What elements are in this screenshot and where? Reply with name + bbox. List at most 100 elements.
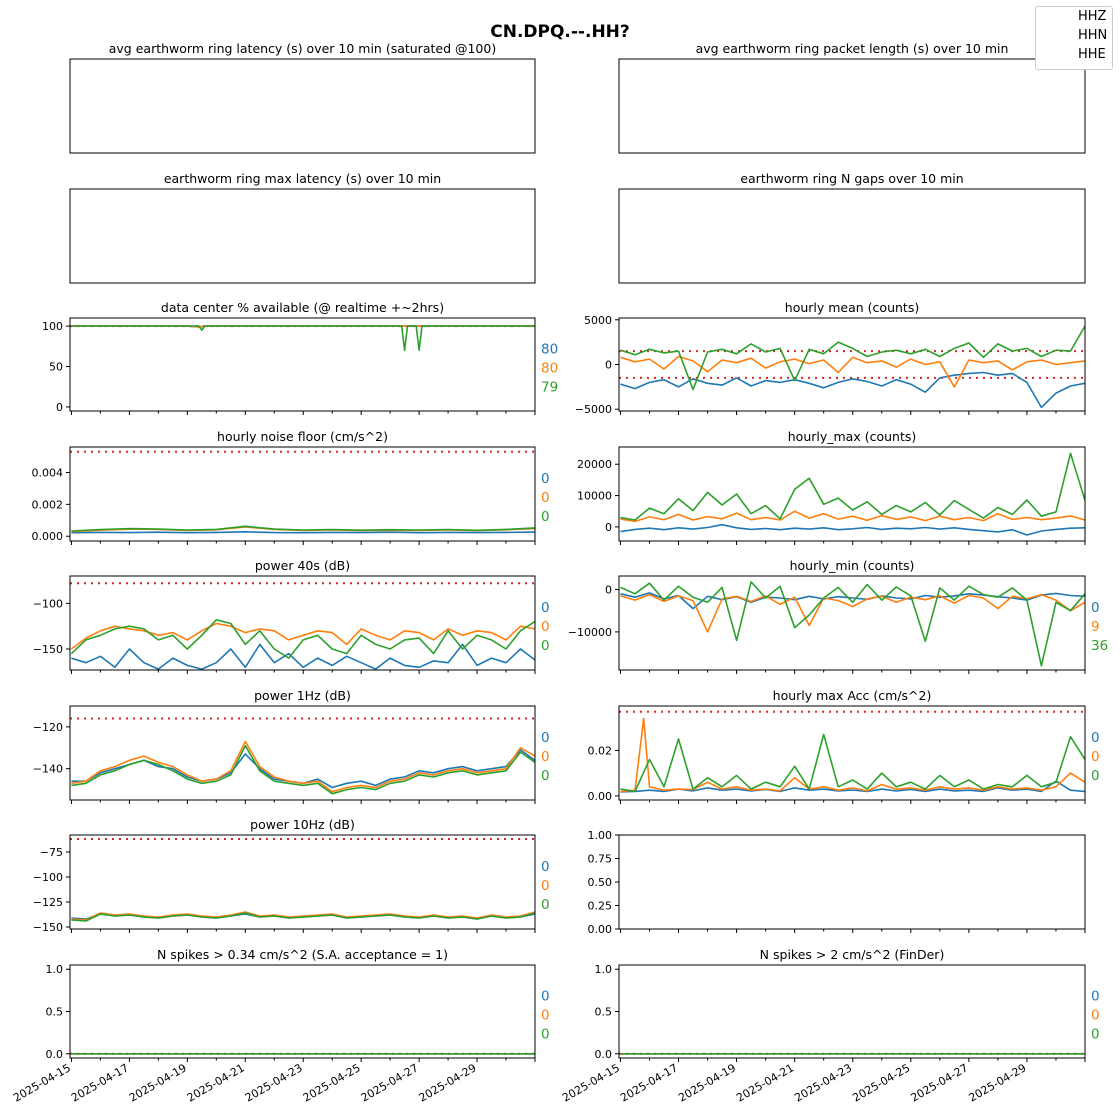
panel-min: hourly_min (counts) −10000 0 0 9 36 xyxy=(568,558,1108,674)
count-hhe: 0 xyxy=(541,897,550,913)
count-hhz: 0 xyxy=(1091,989,1100,1005)
legend-entry-hhn: HHN xyxy=(1078,28,1108,43)
series-line-hhn xyxy=(70,622,535,650)
panel-title: hourly max Acc (cm/s^2) xyxy=(773,688,932,703)
count-hhz: 0 xyxy=(541,471,550,487)
y-tick-label: −10000 xyxy=(568,626,612,639)
series-line-hhe xyxy=(71,325,535,352)
series-line-hhz xyxy=(71,643,535,670)
series-line-hhn xyxy=(71,740,535,793)
series-group xyxy=(71,911,535,922)
count-hhz: 0 xyxy=(1091,600,1100,616)
axes-frame xyxy=(69,705,536,801)
legend-entry-hhz: HHZ xyxy=(1078,9,1107,24)
series-line-hhn xyxy=(620,355,1085,388)
series-line-hhe xyxy=(620,581,1085,667)
axes-frame xyxy=(618,188,1086,284)
series-group xyxy=(620,452,1085,536)
count-hhn: 80 xyxy=(541,361,558,377)
x-tick-label: 2025-04-19 xyxy=(676,1061,738,1104)
y-tick-label: 0 xyxy=(605,521,612,534)
y-tick-label: 0.75 xyxy=(588,853,613,866)
panel-spk2: N spikes > 2 cm/s^2 (FinDer) 0.0 0.5 1.0 202… xyxy=(560,947,1100,1105)
axes-frame xyxy=(69,446,536,542)
count-hhe: 0 xyxy=(541,509,550,525)
panel-avail: data center % available (@ realtime +~2h… xyxy=(42,300,558,415)
y-tick-label: −125 xyxy=(33,896,63,909)
panel-max: hourly_max (counts) 0 10000 20000 xyxy=(577,429,1086,545)
axes-frame xyxy=(69,188,536,284)
series-group xyxy=(71,325,535,352)
y-tick-label: 0.0 xyxy=(595,1048,613,1061)
legend-entry-hhe: HHE xyxy=(1078,47,1106,62)
panel-title: earthworm ring max latency (s) over 10 m… xyxy=(164,171,441,186)
series-line-hhz xyxy=(620,371,1085,409)
y-tick-label: 20000 xyxy=(577,458,612,471)
legend: HHZ HHN HHE xyxy=(1035,6,1113,70)
count-hhn: 0 xyxy=(1091,749,1100,765)
panel-mean: hourly mean (counts) −5000 0 5000 xyxy=(575,300,1086,416)
series-group xyxy=(71,740,535,795)
panel-p40: power 40s (dB) −150 −100 0 0 0 xyxy=(33,558,550,674)
y-tick-label: 0.5 xyxy=(595,1006,613,1019)
x-tick-label: 2025-04-25 xyxy=(301,1061,363,1104)
x-tick-label: 2025-04-17 xyxy=(69,1061,131,1104)
panel-maxlat: earthworm ring max latency (s) over 10 m… xyxy=(69,171,536,284)
y-tick-label: 0 xyxy=(605,359,612,372)
y-tick-label: −120 xyxy=(33,721,63,734)
panel-title: data center % available (@ realtime +~2h… xyxy=(161,300,444,315)
y-tick-label: 0 xyxy=(56,401,63,414)
panel-title: hourly noise floor (cm/s^2) xyxy=(217,429,388,444)
panel-blank: 0.00 0.25 0.50 0.75 1.00 xyxy=(588,829,1086,936)
y-tick-label: −75 xyxy=(40,846,63,859)
count-hhz: 0 xyxy=(541,600,550,616)
panel-title: power 1Hz (dB) xyxy=(254,688,351,703)
count-hhn: 0 xyxy=(541,1008,550,1024)
x-tick-label: 2025-04-25 xyxy=(850,1061,912,1104)
x-tick-label: 2025-04-27 xyxy=(908,1061,970,1104)
panel-ngaps: earthworm ring N gaps over 10 min xyxy=(618,171,1086,284)
panel-title: hourly_min (counts) xyxy=(790,558,915,573)
panel-title: earthworm ring N gaps over 10 min xyxy=(740,171,963,186)
series-line-hhz xyxy=(620,780,1085,793)
panel-acc: hourly max Acc (cm/s^2) 0.00 0.02 0 0 0 xyxy=(588,688,1100,804)
series-line-hhz xyxy=(71,530,535,534)
count-hhn: 0 xyxy=(541,878,550,894)
panel-p1: power 1Hz (dB) −140 −120 0 0 0 xyxy=(33,688,550,804)
count-hhe: 36 xyxy=(1091,638,1108,654)
series-line-hhe xyxy=(71,525,535,532)
series-line-hhe xyxy=(620,325,1085,391)
count-hhe: 79 xyxy=(541,380,558,396)
series-line-hhe xyxy=(70,618,535,659)
series-line-hhe xyxy=(620,733,1085,793)
x-tick-label: 2025-04-21 xyxy=(185,1061,247,1104)
y-tick-label: 0.004 xyxy=(32,466,64,479)
panel-packet: avg earthworm ring packet length (s) ove… xyxy=(618,41,1086,154)
series-line-hhe xyxy=(71,912,535,922)
x-tick-label: 2025-04-15 xyxy=(560,1061,622,1104)
panel-title: avg earthworm ring packet length (s) ove… xyxy=(696,41,1009,56)
y-tick-label: 0.02 xyxy=(588,744,613,757)
series-group xyxy=(620,717,1085,793)
panel-title: hourly mean (counts) xyxy=(785,300,919,315)
series-line-hhn xyxy=(620,510,1085,523)
count-hhe: 0 xyxy=(541,638,550,654)
panel-latency: avg earthworm ring latency (s) over 10 m… xyxy=(69,41,536,154)
count-hhn: 9 xyxy=(1091,619,1100,635)
y-tick-label: 5000 xyxy=(584,314,612,327)
panel-title: avg earthworm ring latency (s) over 10 m… xyxy=(109,41,496,56)
y-tick-label: −100 xyxy=(33,597,63,610)
axes-frame xyxy=(69,834,536,930)
y-tick-label: −5000 xyxy=(575,403,612,416)
count-hhe: 0 xyxy=(1091,1027,1100,1043)
axes-frame xyxy=(69,964,536,1059)
y-tick-label: −150 xyxy=(33,643,63,656)
y-tick-label: 0 xyxy=(605,584,612,597)
axes-frame xyxy=(618,834,1086,930)
count-hhn: 0 xyxy=(1091,1008,1100,1024)
y-tick-label: 0.50 xyxy=(588,876,613,889)
y-tick-label: 0.00 xyxy=(588,790,613,803)
x-tick-label: 2025-04-21 xyxy=(734,1061,796,1104)
y-tick-label: 50 xyxy=(49,361,63,374)
